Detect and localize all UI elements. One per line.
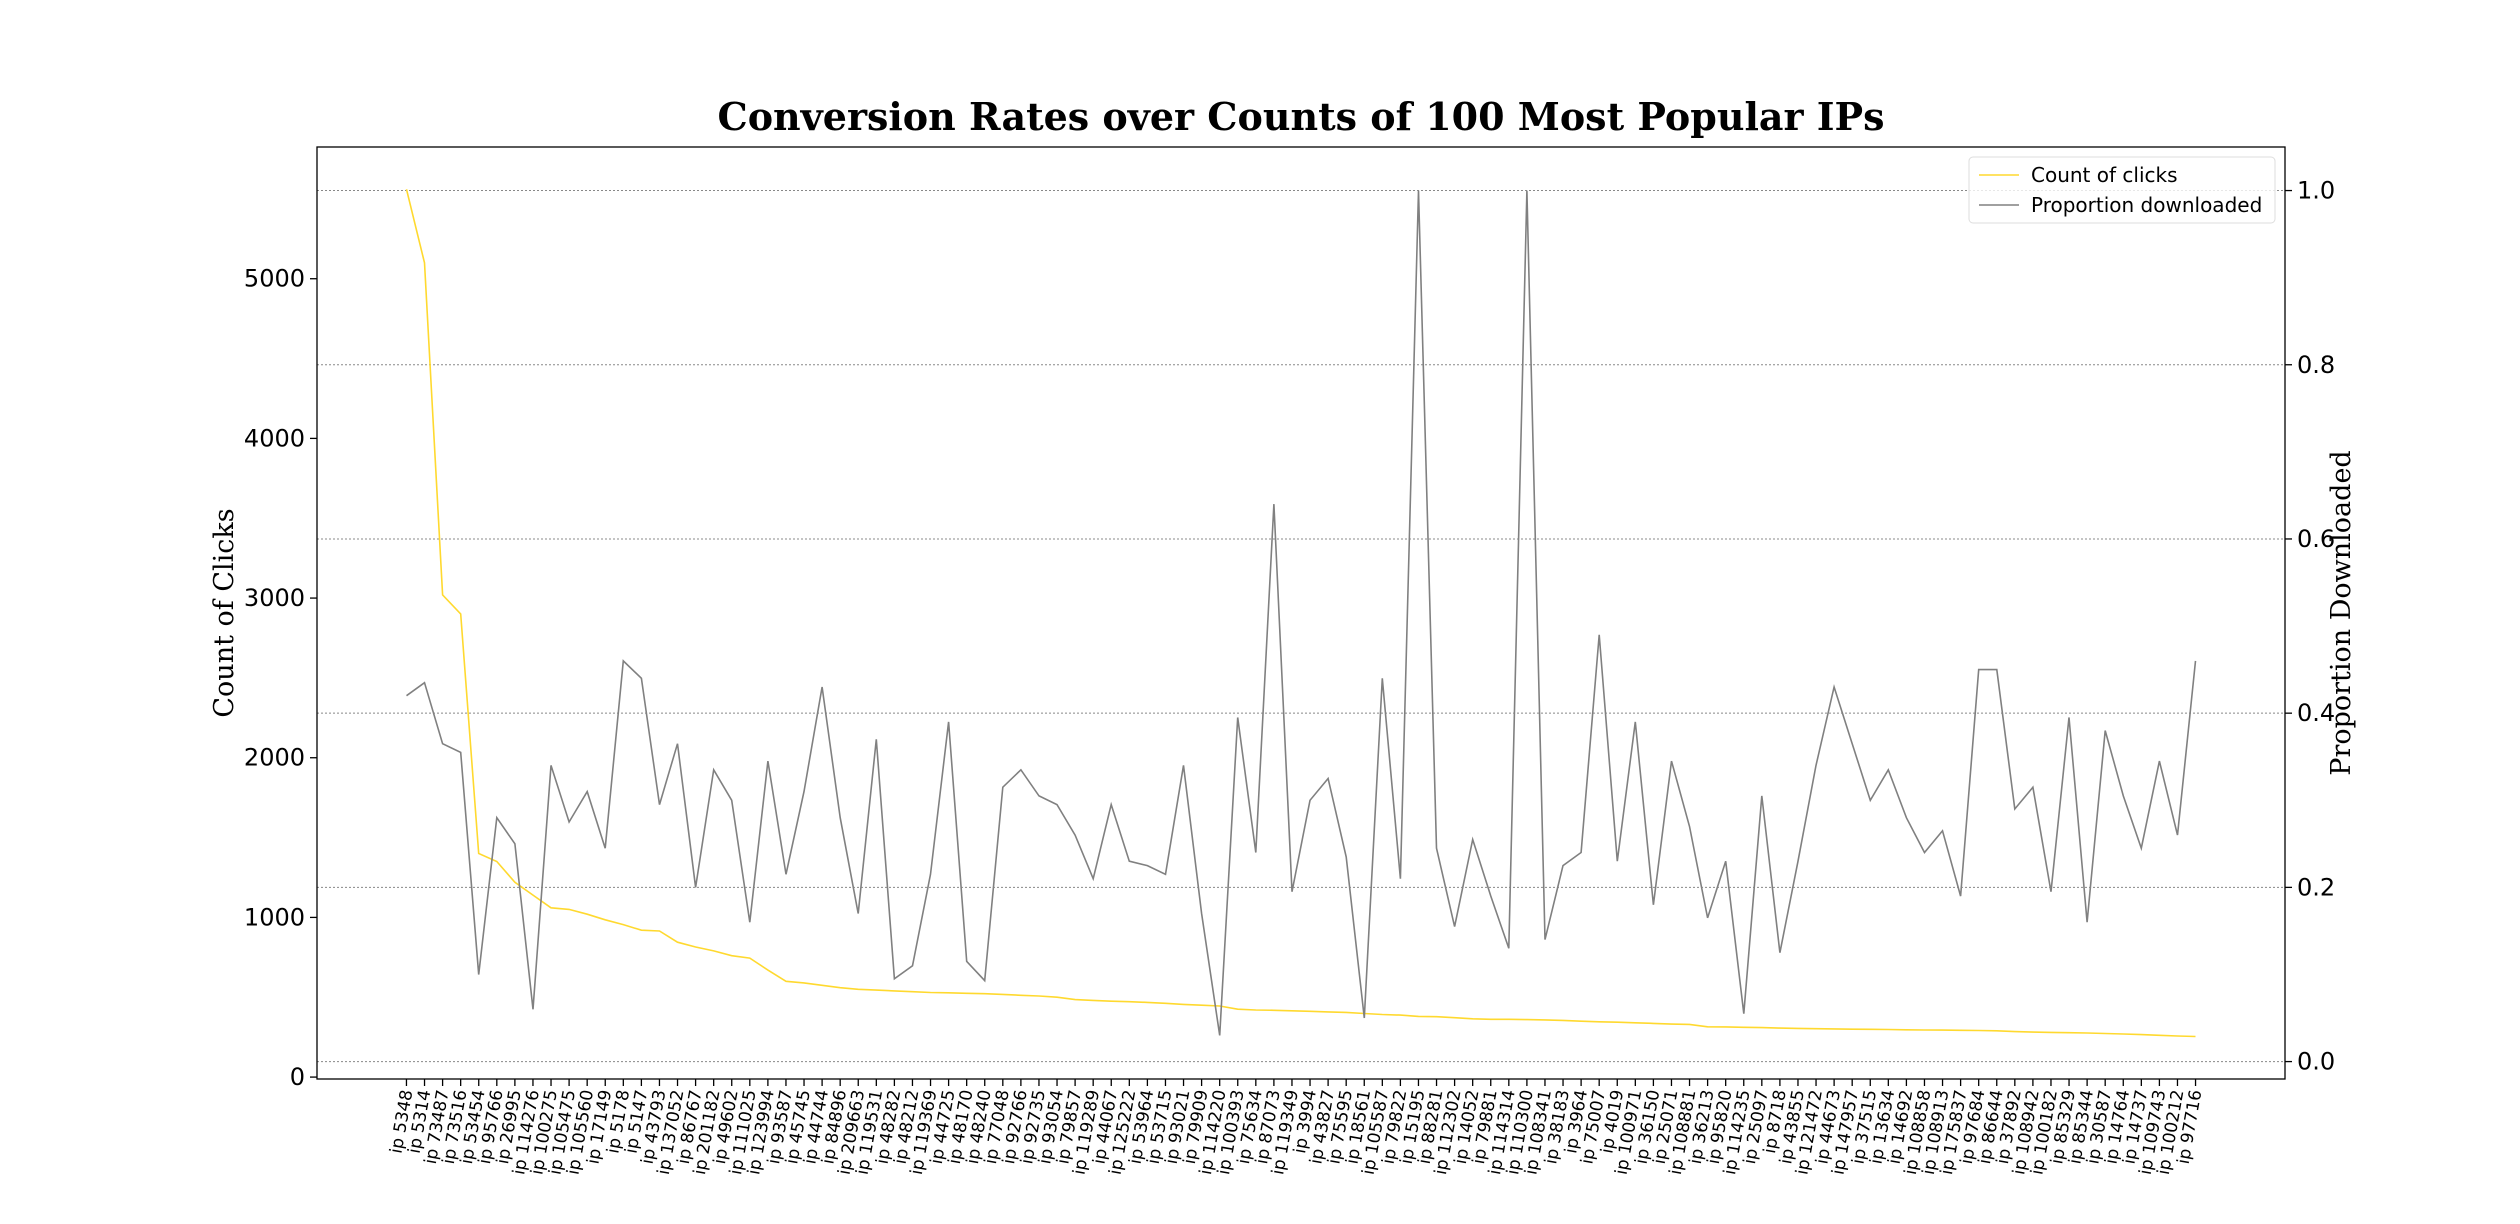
y2-tick-label: 0.2: [2297, 873, 2335, 901]
legend-label: Proportion downloaded: [2031, 193, 2262, 217]
y-tick-label: 2000: [244, 744, 305, 772]
series-line: [405, 189, 2196, 1038]
y-tick-label: 3000: [244, 584, 305, 612]
y2-tick-label: 0.0: [2297, 1048, 2335, 1076]
y-axis-label: Count of Clicks: [209, 508, 240, 717]
y-tick-label: 4000: [244, 424, 305, 452]
y2-axis-label: Proportion Downloaded: [2326, 450, 2357, 775]
y2-tick-label: 1.0: [2297, 177, 2335, 205]
legend-box: [1968, 156, 2276, 224]
y2-tick-label: 0.4: [2297, 699, 2335, 727]
y-tick-label: 5000: [244, 265, 305, 293]
plot-frame: [316, 146, 2286, 1080]
y2-tick-label: 0.6: [2297, 525, 2335, 553]
series-line: [406, 190, 2197, 1036]
chart-title: Conversion Rates over Counts of 100 Most…: [717, 94, 1884, 139]
y-tick-label: 1000: [244, 903, 305, 931]
y-tick-label: 0: [290, 1063, 305, 1091]
legend-label: Count of clicks: [2031, 163, 2178, 187]
y2-tick-label: 0.8: [2297, 351, 2335, 379]
